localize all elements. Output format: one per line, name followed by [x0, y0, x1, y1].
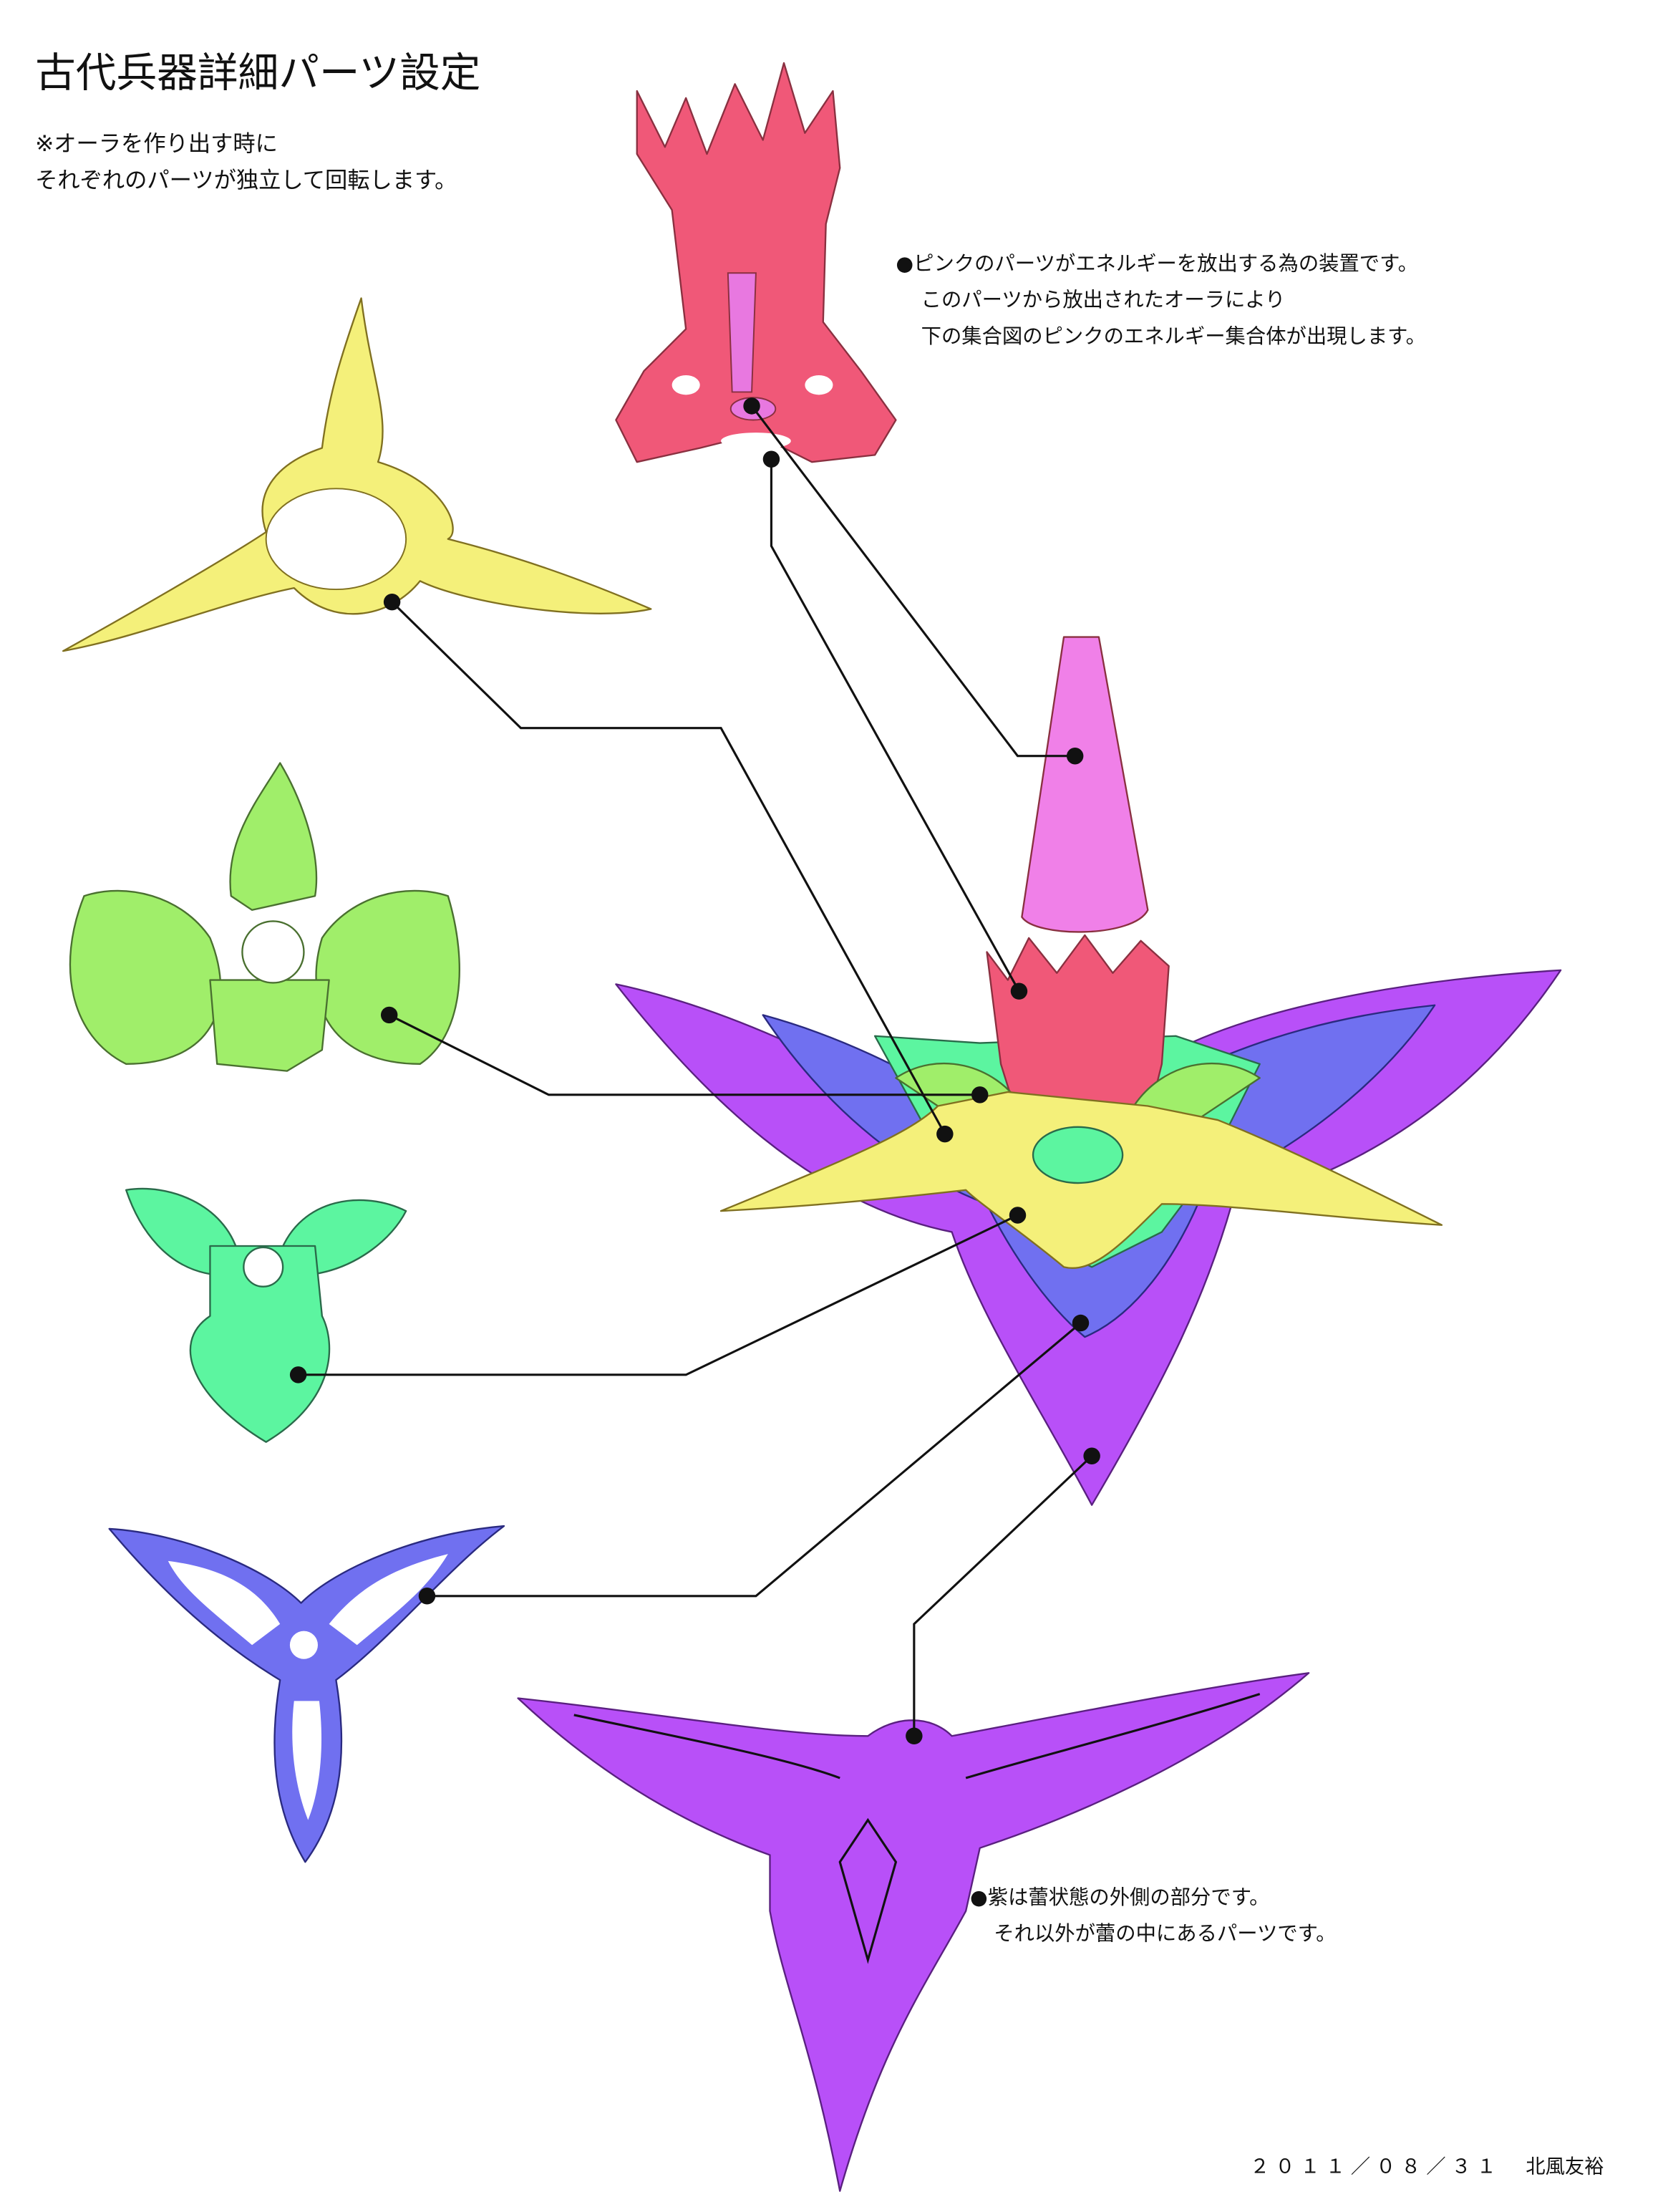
connector-lines — [289, 397, 1100, 1745]
date: ２０１１／０８／３１ — [1250, 2155, 1502, 2178]
purple-part — [517, 1672, 1310, 2192]
sheet-title: 古代兵器詳細パーツ設定 — [35, 49, 480, 97]
yellow-part — [62, 297, 652, 652]
author: 北風友裕 — [1526, 2155, 1604, 2178]
assembled-weapon — [615, 636, 1562, 1506]
teal-part — [125, 1187, 407, 1443]
note-line: ※オーラを作り出す時に — [35, 131, 278, 157]
pink-note-line: このパーツから放出されたオーラにより — [921, 288, 1286, 311]
purple-note-line: それ以外が蕾の中にあるパーツです。 — [994, 1922, 1336, 1946]
purple-note-line: ●紫は蕾状態の外側の部分です。 — [970, 1885, 1269, 1909]
green-part — [69, 762, 460, 1072]
note-line: それぞれのパーツが独立して回転します。 — [35, 168, 457, 193]
blue-part — [108, 1525, 505, 1863]
pink-note-line: ●ピンクのパーツがエネルギーを放出する為の装置です。 — [896, 251, 1418, 275]
pink-note-line: 下の集合図のピンクのエネルギー集合体が出現します。 — [921, 324, 1426, 348]
pink-part — [615, 62, 897, 463]
